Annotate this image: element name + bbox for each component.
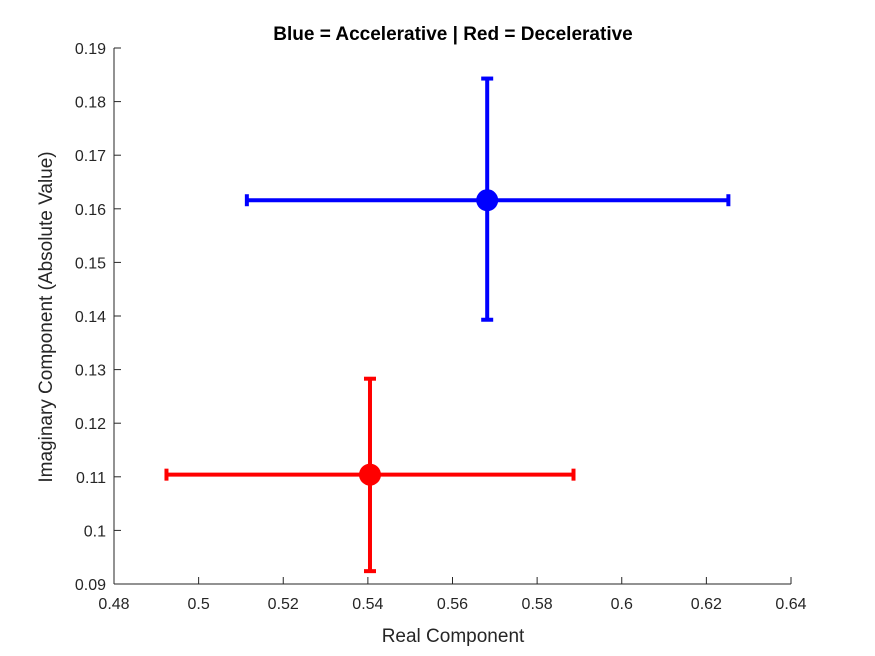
y-tick-label: 0.11 [76, 470, 106, 487]
data-point-marker [358, 463, 381, 486]
error-point-1 [164, 376, 576, 574]
error-point-0 [244, 76, 731, 322]
x-axis-label: Real Component [382, 626, 525, 647]
x-tick-label: 0.52 [268, 596, 299, 613]
x-tick-label: 0.56 [437, 596, 468, 613]
y-tick-label: 0.18 [75, 95, 106, 112]
plot-marks [164, 76, 731, 574]
y-tick-label: 0.09 [75, 577, 106, 594]
y-tick-label: 0.19 [75, 41, 106, 58]
x-tick-label: 0.5 [188, 596, 210, 613]
y-tick-label: 0.14 [75, 309, 106, 326]
plot-axes: 0.48 0.5 0.52 0.54 0.56 0.58 0.6 0.62 0.64 0.09 0.… [75, 41, 807, 613]
y-tick-label: 0.12 [75, 416, 106, 433]
x-tick-label: 0.48 [98, 596, 129, 613]
x-tick-label: 0.64 [775, 596, 806, 613]
x-tick-label: 0.58 [522, 596, 553, 613]
y-tick-label: 0.16 [75, 202, 106, 219]
x-tick-label: 0.6 [611, 596, 633, 613]
y-tick-label: 0.17 [75, 148, 106, 165]
y-tick-label: 0.15 [75, 255, 106, 272]
x-tick-label: 0.62 [691, 596, 722, 613]
chart-title: Blue = Accelerative | Red = Decelerative [273, 24, 632, 45]
y-tick-label: 0.1 [84, 523, 106, 540]
y-tick-label: 0.13 [75, 363, 106, 380]
x-tick-label: 0.54 [352, 596, 383, 613]
data-point-marker [476, 189, 499, 212]
y-axis-label: Imaginary Component (Absolute Value) [36, 151, 57, 482]
